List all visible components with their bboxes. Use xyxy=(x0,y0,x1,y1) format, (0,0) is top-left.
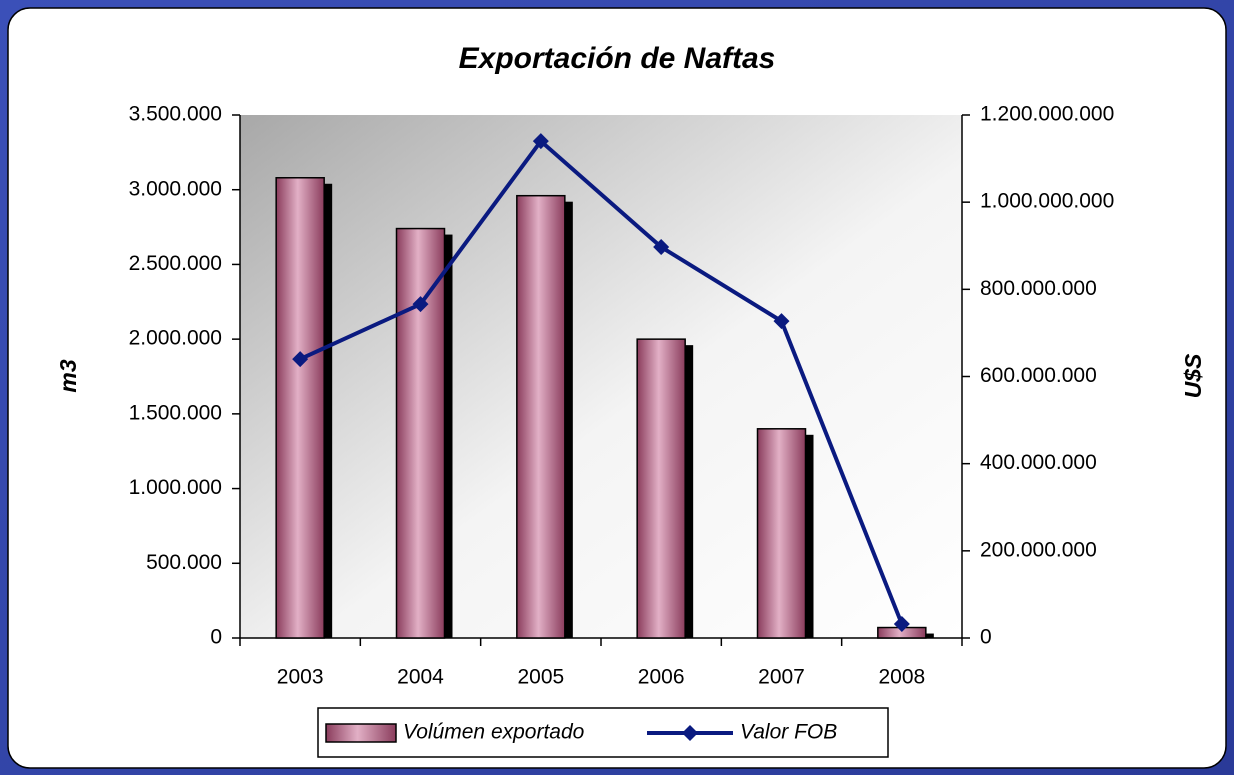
y-tick-label: 1.000.000 xyxy=(129,476,222,499)
y2-tick-label: 400.000.000 xyxy=(980,451,1097,474)
line-marker xyxy=(532,133,549,150)
legend-label: Valor FOB xyxy=(740,721,837,744)
y-tick-label: 2.000.000 xyxy=(129,327,222,350)
x-tick-label: 2005 xyxy=(517,666,564,689)
x-tick-label: 2003 xyxy=(277,666,324,689)
y-axis-label: m3 xyxy=(55,359,81,392)
y2-tick-label: 1.000.000.000 xyxy=(980,190,1114,213)
legend xyxy=(317,707,889,758)
bar xyxy=(516,194,566,639)
bar xyxy=(275,177,325,639)
chart-title: Exportación de Naftas xyxy=(459,42,776,75)
y2-axis-label: U$S xyxy=(1180,353,1206,398)
y-tick-label: 2.500.000 xyxy=(129,252,222,275)
bar xyxy=(756,428,807,639)
x-tick-label: 2006 xyxy=(638,666,685,689)
y2-tick-label: 800.000.000 xyxy=(980,277,1097,300)
y-tick-label: 500.000 xyxy=(146,551,222,574)
line-marker xyxy=(412,296,429,313)
x-tick-label: 2007 xyxy=(758,666,805,689)
x-tick-label: 2008 xyxy=(878,666,925,689)
y-tick-label: 3.500.000 xyxy=(129,103,222,126)
line-marker xyxy=(292,351,309,368)
line-marker xyxy=(653,239,670,256)
legend-marker xyxy=(682,725,698,741)
x-tick-label: 2004 xyxy=(397,666,444,689)
y-tick-label: 1.500.000 xyxy=(129,401,222,424)
y2-tick-label: 600.000.000 xyxy=(980,364,1097,387)
line xyxy=(299,138,904,625)
plot-area xyxy=(240,115,962,638)
y2-tick-label: 200.000.000 xyxy=(980,538,1097,561)
legend-label: Volúmen exportado xyxy=(403,721,585,744)
bar xyxy=(636,338,686,639)
y2-tick-label: 1.200.000.000 xyxy=(980,103,1114,126)
bar xyxy=(395,227,446,639)
y2-tick-label: 0 xyxy=(980,626,992,649)
line-marker xyxy=(893,616,910,633)
y-tick-label: 3.000.000 xyxy=(129,177,222,200)
y-tick-label: 0 xyxy=(210,626,222,649)
line-marker xyxy=(773,313,790,330)
legend-swatch xyxy=(325,723,397,743)
